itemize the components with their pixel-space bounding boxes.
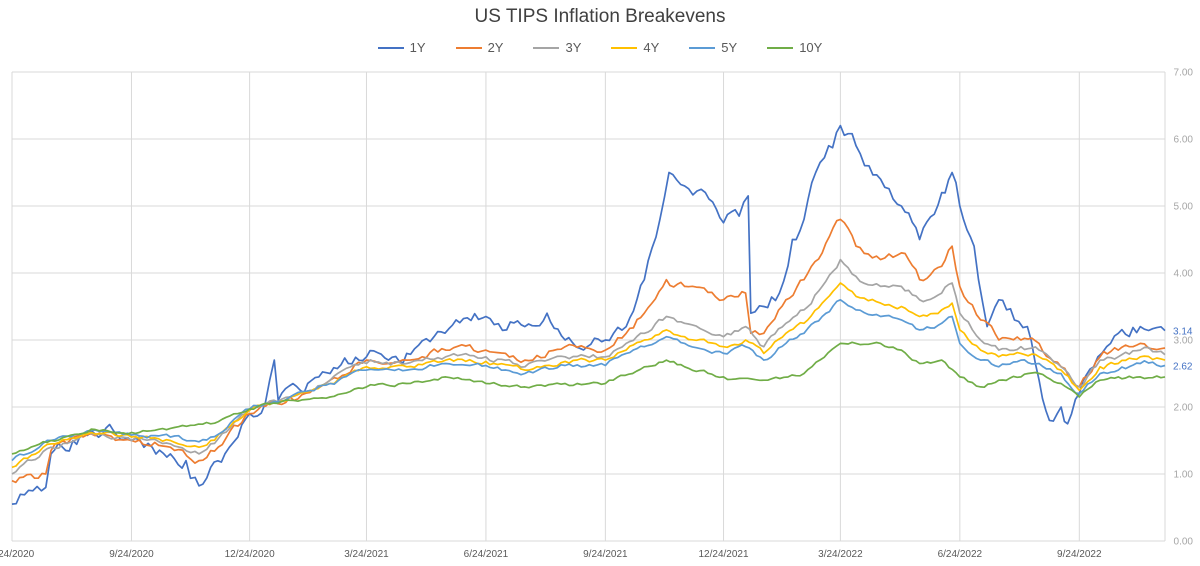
y-tick-label: 4.00: [1174, 269, 1194, 280]
y-tick-label: 1.00: [1174, 470, 1194, 481]
legend-swatch: [689, 46, 716, 49]
y-tick-label: 0.00: [1174, 537, 1194, 548]
series-line-3y: [11, 258, 1166, 475]
y-tick-label: 6.00: [1174, 135, 1194, 146]
y-tick-label: 3.00: [1174, 336, 1194, 347]
x-tick-label: 9/24/2021: [583, 549, 628, 560]
x-tick-label: 9/24/2020: [109, 549, 154, 560]
x-tick-label: 12/24/2020: [225, 549, 275, 560]
end-label-5y: 2.62: [1173, 361, 1193, 372]
series-line-5y: [11, 298, 1166, 462]
legend-item-10y: 10Y: [767, 40, 822, 55]
end-label-1y: 3.14: [1173, 327, 1193, 338]
legend-swatch: [533, 46, 560, 49]
series-line-2y: [11, 218, 1166, 484]
legend-item-5y: 5Y: [689, 40, 737, 55]
legend: 1Y 2Y 3Y 4Y 5Y 10Y: [0, 40, 1200, 55]
legend-item-2y: 2Y: [455, 40, 504, 55]
legend-swatch: [455, 46, 482, 49]
series-line-1y: [11, 124, 1166, 505]
legend-swatch: [377, 46, 404, 49]
legend-label: 2Y: [487, 40, 504, 55]
legend-item-4y: 4Y: [611, 40, 659, 55]
x-tick-label: 12/24/2021: [699, 549, 749, 560]
legend-swatch: [611, 46, 638, 49]
series-line-4y: [11, 282, 1166, 469]
legend-label: 1Y: [409, 40, 426, 55]
series-line-10y: [11, 341, 1166, 455]
legend-label: 5Y: [721, 40, 738, 55]
y-tick-label: 7.00: [1174, 68, 1194, 79]
legend-item-1y: 1Y: [377, 40, 426, 55]
x-tick-label: 6/24/2022: [938, 549, 983, 560]
legend-item-3y: 3Y: [533, 40, 581, 55]
x-tick-label: 3/24/2022: [818, 549, 863, 560]
x-tick-label: 6/24/2021: [464, 549, 509, 560]
y-tick-label: 2.00: [1174, 403, 1194, 414]
chart-title: US TIPS Inflation Breakevens: [474, 6, 726, 27]
x-tick-label: 3/24/2021: [344, 549, 389, 560]
legend-label: 10Y: [799, 40, 823, 55]
x-tick-label: 6/24/2020: [0, 549, 35, 560]
legend-label: 3Y: [565, 40, 582, 55]
legend-label: 4Y: [643, 40, 660, 55]
x-tick-label: 9/24/2022: [1057, 549, 1102, 560]
y-tick-label: 5.00: [1174, 202, 1194, 213]
legend-swatch: [767, 46, 794, 49]
